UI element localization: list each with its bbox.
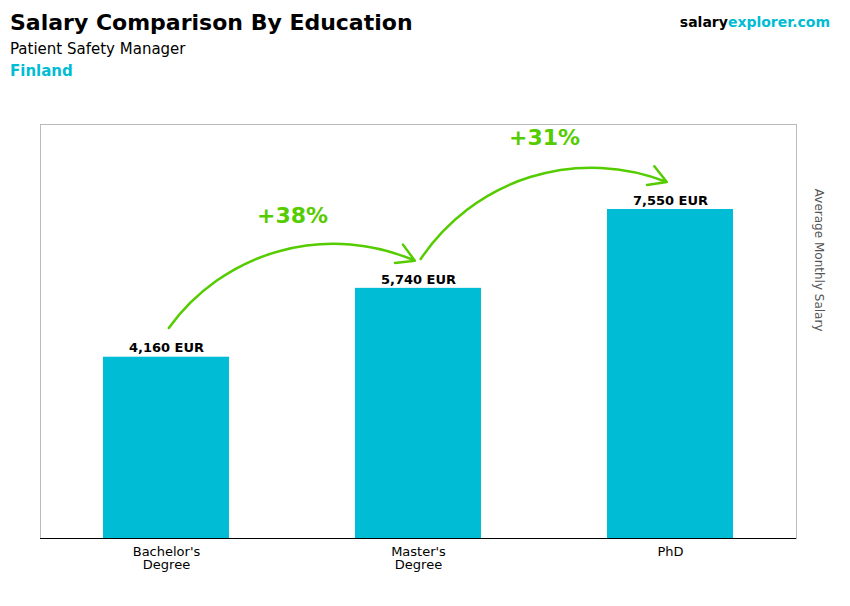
svg-text:Bachelor'sDegree: Bachelor'sDegree [133, 544, 201, 572]
html-text:Finland: Finland [10, 62, 73, 80]
svg-text:5,740 EUR: 5,740 EUR [381, 272, 456, 287]
svg-text:PhD: PhD [657, 544, 683, 559]
svg-text:Master'sDegree: Master'sDegree [391, 544, 446, 572]
html-text:Salary Comparison By Education: Salary Comparison By Education [10, 10, 413, 35]
svg-text:+31%: +31% [509, 125, 580, 150]
svg-text:4,160 EUR: 4,160 EUR [129, 340, 204, 355]
svg-text:Average Monthly Salary: Average Monthly Salary [812, 189, 826, 332]
html-text:Patient Safety Manager: Patient Safety Manager [10, 40, 186, 58]
svg-text:7,550 EUR: 7,550 EUR [633, 193, 708, 208]
html-text:salary explorer.com: salary explorer.com [679, 14, 830, 30]
svg-text:+38%: +38% [257, 203, 328, 228]
